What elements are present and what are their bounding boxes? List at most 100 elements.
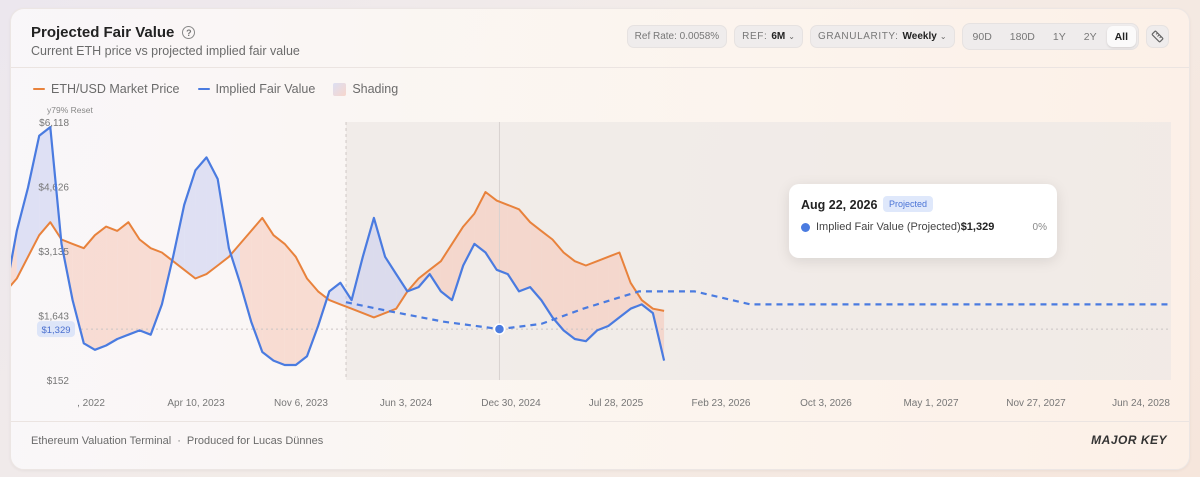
tooltip-series-dot <box>801 222 810 232</box>
y-axis-caption: y79% Reset <box>47 105 93 115</box>
shading-segment <box>27 135 40 257</box>
chevron-down-icon: ⌄ <box>939 32 947 41</box>
legend-swatch-fair <box>197 88 210 90</box>
range-all-button[interactable]: All <box>1106 26 1136 47</box>
y-tick-label: $3,135 <box>38 247 69 258</box>
x-tick-label: Nov 27, 2027 <box>1006 398 1066 409</box>
legend-swatch-shading <box>333 82 347 96</box>
shading-segment <box>597 256 609 331</box>
projected-fair-value-line <box>345 290 1169 331</box>
footer-divider <box>11 421 1189 422</box>
shading-segment <box>619 252 631 318</box>
y-tick-label: $1,643 <box>38 312 69 323</box>
chevron-down-icon: ⌄ <box>788 32 795 41</box>
shading-segment <box>630 282 642 309</box>
legend-label-market: ETH/USD Market Price <box>51 82 180 96</box>
tooltip-date: Aug 22, 2026 <box>801 198 878 212</box>
shading-segment <box>574 261 586 342</box>
shading-segment <box>251 217 263 352</box>
ruler-icon[interactable] <box>1146 25 1169 48</box>
tooltip-value: $1,329 <box>960 221 995 233</box>
shading-segment <box>608 252 620 327</box>
header-divider <box>11 67 1189 68</box>
range-selector: 90D 180D 1Y 2Y All <box>961 23 1139 50</box>
ref-value: 6M <box>771 31 786 42</box>
tooltip-row: Implied Fair Value (Projected) $1,329 0% <box>801 221 1047 233</box>
footer-title: Ethereum Valuation Terminal <box>31 435 172 447</box>
x-tick-label: May 1, 2027 <box>903 398 958 409</box>
x-tick-label: Feb 23, 2026 <box>692 398 751 409</box>
range-1y-button[interactable]: 1Y <box>1052 30 1066 43</box>
shading-segment <box>150 248 162 335</box>
x-tick-label: Jun 24, 2028 <box>1112 398 1170 409</box>
current-value-badge <box>37 321 75 338</box>
tooltip-pct: 0% <box>1032 221 1047 233</box>
legend-label-shading: Shading <box>352 82 399 96</box>
granularity-select[interactable]: GRANULARITY: Weekly ⌄ <box>809 25 955 48</box>
shading-segment <box>16 187 28 279</box>
ref-rate-text: Ref Rate: 0.0058% <box>634 31 720 42</box>
x-tick-label: Jun 3, 2024 <box>380 398 433 409</box>
tooltip-series-label: Implied Fair Value (Projected) <box>816 221 961 233</box>
shading-segment <box>518 209 531 292</box>
shading-segment <box>541 230 553 318</box>
footer-subtitle: Produced for Lucas Dünnes <box>186 435 324 447</box>
shading-segment <box>552 239 564 331</box>
legend-item-market[interactable]: ETH/USD Market Price <box>33 82 180 96</box>
shading-segment <box>117 222 129 340</box>
range-2y-button[interactable]: 2Y <box>1083 30 1097 43</box>
shading-segment <box>106 226 118 346</box>
x-tick-label: Oct 3, 2026 <box>800 398 852 409</box>
shading-segment <box>474 191 486 253</box>
shading-segment <box>496 200 508 275</box>
shading-segment <box>94 226 107 350</box>
shading-segment <box>485 191 497 270</box>
help-circle-icon[interactable]: ? <box>182 26 196 39</box>
footer-left: Ethereum Valuation Terminal · Produced f… <box>31 435 323 447</box>
x-tick-label: Jul 28, 2025 <box>589 398 644 409</box>
range-180d-button[interactable]: 180D <box>1009 30 1035 43</box>
shading-segment <box>585 261 598 342</box>
shading-segment <box>128 222 140 335</box>
shading-segment <box>284 243 296 365</box>
brand-logo: MAJOR KEY <box>1091 433 1167 447</box>
x-tick-label: Dec 30, 2024 <box>481 398 541 409</box>
chart-controls: Ref Rate: 0.0058% REF: 6M ⌄ GRANULARITY:… <box>626 23 1169 50</box>
shading-segment <box>463 213 475 266</box>
legend-item-shading[interactable]: Shading <box>333 82 398 96</box>
shading-segment <box>240 230 252 322</box>
shading-segment <box>206 157 218 275</box>
shading-segment <box>563 252 575 340</box>
shading-segment <box>295 256 307 365</box>
shading-segment <box>72 243 84 344</box>
chart-card: Projected Fair Value ? Current ETH price… <box>0 8 1191 470</box>
ref-select[interactable]: REF: 6M ⌄ <box>734 25 803 48</box>
shading-segment <box>530 222 542 301</box>
shading-segment <box>39 127 51 236</box>
range-90d-button[interactable]: 90D <box>972 30 992 43</box>
page-title: Projected Fair Value <box>31 24 175 41</box>
shading-segment <box>507 204 519 292</box>
market-price-line <box>0 191 665 319</box>
title-row: Projected Fair Value ? <box>31 24 196 41</box>
ref-rate-badge: Ref Rate: 0.0058% <box>626 25 728 48</box>
y-tick-label: $4,626 <box>38 183 69 194</box>
chart-area[interactable]: $6,118 $4,626 $3,135 $1,643 $152 y79% Reset $1… <box>0 99 1191 419</box>
shading-segment <box>273 235 285 365</box>
legend-label-fair: Implied Fair Value <box>215 82 316 96</box>
granularity-value: Weekly <box>902 31 937 42</box>
footer-separator: · <box>177 435 181 447</box>
ref-label: REF: <box>742 31 768 42</box>
shading-segment <box>373 217 386 318</box>
shading-segment <box>396 274 408 309</box>
tooltip-projected-badge: Projected <box>883 196 934 212</box>
granularity-label: GRANULARITY: <box>817 31 899 42</box>
legend-swatch-market <box>33 88 45 90</box>
page-subtitle: Current ETH price vs projected implied f… <box>31 44 300 58</box>
chart-svg[interactable]: $6,118 $4,626 $3,135 $1,643 $152 y79% Reset $1… <box>0 99 1191 419</box>
hover-point <box>493 323 506 335</box>
shading-segment <box>329 282 341 305</box>
chart-legend: ETH/USD Market Price Implied Fair Value … <box>33 82 398 96</box>
shading-segment <box>139 239 151 335</box>
legend-item-fair[interactable]: Implied Fair Value <box>197 82 316 96</box>
